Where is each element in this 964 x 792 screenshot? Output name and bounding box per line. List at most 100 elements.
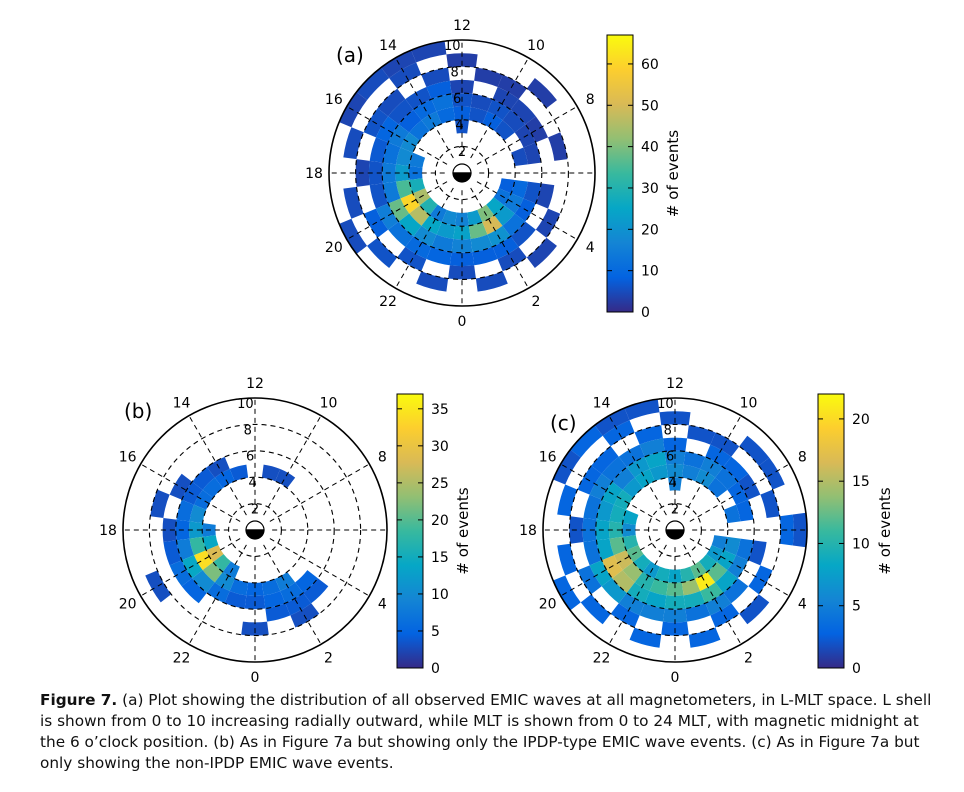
panel-b-grid-spoke (263, 415, 322, 516)
panel-b-cell (214, 469, 235, 489)
panel-c-cell (737, 473, 761, 500)
panel-c-cell (644, 590, 667, 609)
panel-b-colorbar-tick-label: 30 (431, 439, 449, 455)
panel-a-cell (377, 88, 406, 117)
panel-a-cell (498, 178, 515, 194)
panel-a-cell (436, 222, 456, 239)
panel-a-cell (502, 213, 526, 237)
panel-a-cell (375, 203, 399, 230)
panel-a-cell (436, 107, 456, 124)
panel-a-r-tick-label: 2 (458, 145, 466, 160)
panel-b-theta-tick-label: 12 (246, 376, 264, 392)
panel-c-cell (681, 464, 701, 482)
panel-c-cell (715, 570, 738, 593)
panel-c-cell (739, 594, 770, 625)
panel-c-grid-spoke (560, 538, 661, 597)
panel-b-cell (295, 570, 318, 593)
panel-b-theta-tick-label: 20 (119, 597, 137, 613)
panel-b-cell (261, 464, 281, 482)
panel-b-colorbar-tick-label: 20 (431, 513, 449, 529)
panel-c-grid-spoke (689, 538, 790, 597)
panel-a-cell (492, 86, 519, 110)
panel-a-cell (368, 160, 383, 186)
panel-b-cell (150, 489, 170, 518)
panel-c-theta-tick-label: 2 (744, 650, 753, 666)
panel-a-colorbar-tick-label: 60 (641, 57, 659, 73)
panel-b-colorbar-tick-label: 10 (431, 587, 449, 603)
panel-a-outer-circle (328, 39, 596, 307)
panel-b-r-tick-label: 4 (248, 476, 256, 491)
panel-a-cell (535, 183, 555, 209)
panel-b-theta-tick-label: 8 (378, 450, 387, 466)
panel-b-cell (181, 578, 207, 604)
panel-b-r-tick-label: 6 (246, 450, 254, 465)
panel-c-outer-circle (542, 397, 808, 663)
panel-c-cell (596, 538, 615, 561)
panel-a-theta-tick-label: 16 (325, 92, 343, 108)
panel-c-cell (644, 451, 667, 470)
panel-a-cell (405, 86, 432, 110)
panel-c-cell (683, 451, 706, 470)
panel-c-cell (622, 535, 639, 551)
panel-a-cell (419, 197, 438, 216)
panel-b-cell (202, 535, 219, 551)
panel-c-cell (618, 444, 645, 468)
panel-a-cell (449, 79, 475, 94)
panel-a-colorbar-tick-label: 20 (641, 222, 659, 238)
panel-a-cell (526, 78, 557, 109)
panel-b-cell (263, 590, 286, 609)
panel-a-cell (492, 236, 519, 260)
panel-a-cell (398, 213, 422, 237)
panel-c-cell (589, 560, 613, 587)
panel-c-grid-spoke (608, 415, 667, 516)
panel-a-cell (453, 225, 471, 240)
panel-c-cell (760, 489, 780, 518)
panel-c-cell (723, 504, 741, 524)
panel-c-cell (685, 603, 711, 622)
panel-a-r-tick-label: 6 (453, 92, 461, 107)
panel-a-grid-circle (355, 66, 569, 280)
panel-c-theta-tick-label: 18 (519, 523, 537, 539)
panel-c-cell (654, 566, 670, 583)
panel-c-cell (711, 535, 728, 551)
panel-b-cell (169, 560, 193, 587)
panel-c-colorbar-label: # of events (876, 487, 894, 574)
panel-a-cell (388, 221, 414, 247)
panel-a-theta-tick-label: 2 (532, 294, 541, 310)
panel-b: 0246810121416182022246810(b)051015202530… (99, 376, 472, 686)
panel-a-cell (369, 137, 389, 163)
panel-a-colorbar-tick-label: 30 (641, 181, 659, 197)
panel-b-cell (229, 578, 249, 596)
panel-c-cell (622, 477, 643, 498)
panel-b-cell (176, 538, 195, 561)
panel-a-cell (426, 246, 452, 266)
panel-a-cell (494, 205, 515, 226)
panel-a-cell (356, 67, 390, 101)
panel-a-earth-night (452, 172, 472, 183)
panel-c-theta-tick-label: 8 (798, 450, 807, 466)
panel-a-cell (449, 252, 475, 267)
panel-c-cell (634, 469, 655, 489)
panel-a-grid-spoke (476, 106, 578, 165)
panel-c-theta-tick-label: 12 (666, 376, 684, 392)
panel-c-cell (666, 582, 684, 596)
panel-c-theta-tick-label: 4 (798, 597, 807, 613)
panel-c-theta-tick-label: 14 (593, 396, 611, 412)
panel-b-colorbar-tick-label: 25 (431, 476, 449, 492)
panel-a-cell (502, 109, 526, 133)
panel-c-r-tick-label: 4 (668, 476, 676, 491)
panel-c-earth-day (665, 520, 685, 531)
panel-c-colorbar-tick-label: 0 (852, 661, 861, 677)
panel-a-cell (494, 120, 515, 141)
panel-c-cell (666, 464, 684, 478)
panel-c-cell (735, 499, 754, 522)
panel-a-colorbar-tick-label: 10 (641, 264, 659, 280)
panel-a-grid-spoke (395, 187, 454, 289)
panel-c-cell (609, 504, 627, 524)
panel-a-grid-spoke (346, 106, 448, 165)
panel-a-cell (416, 271, 449, 292)
panel-b-grid-spoke (269, 463, 370, 522)
panel-a-cell (388, 99, 414, 125)
panel-a-cell (525, 116, 549, 143)
